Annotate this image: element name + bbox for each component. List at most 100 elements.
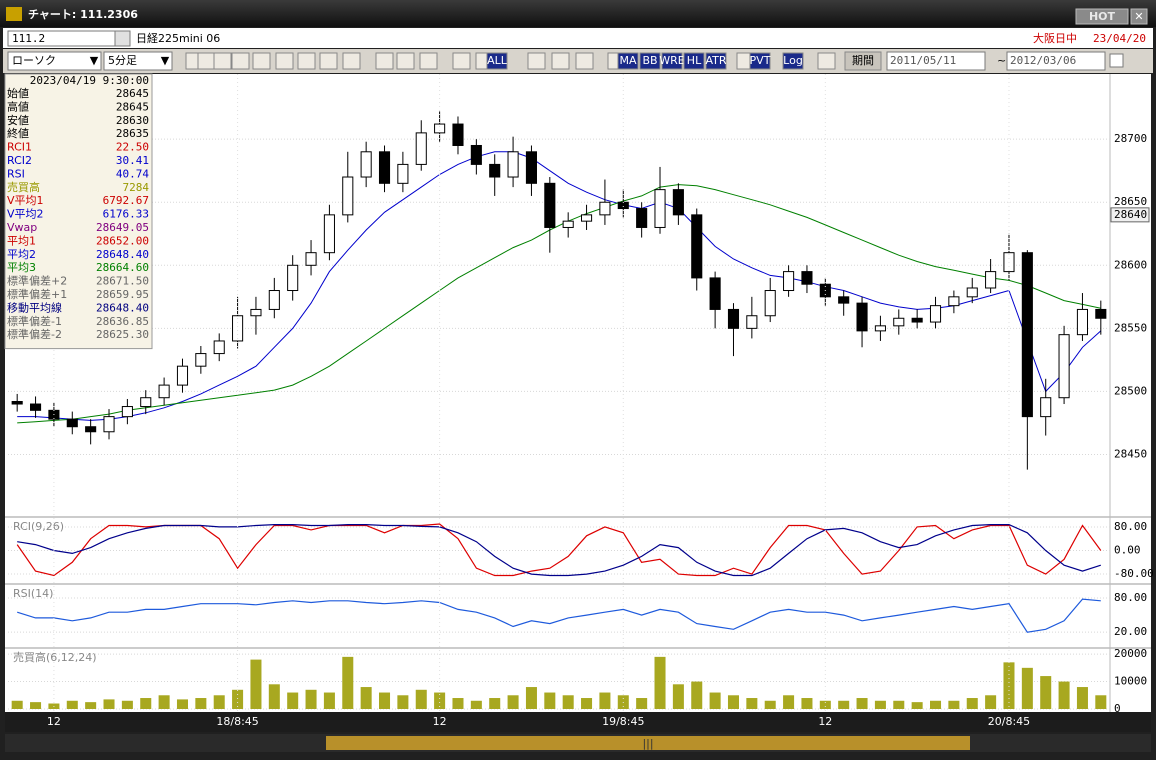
volume-bar bbox=[672, 684, 684, 709]
info-value: 28645 bbox=[116, 87, 149, 100]
close-icon[interactable]: ✕ bbox=[1134, 10, 1143, 23]
info-label: Vwap bbox=[7, 221, 37, 234]
tool-button[interactable] bbox=[782, 52, 804, 70]
candle-body bbox=[434, 123, 446, 134]
volume-bar bbox=[1003, 662, 1015, 709]
interval-arrow[interactable]: ▼ bbox=[161, 54, 170, 67]
tool-button[interactable] bbox=[617, 52, 639, 70]
candle-body bbox=[305, 252, 317, 266]
period-label[interactable]: 期間 bbox=[852, 54, 874, 67]
tool-button[interactable] bbox=[486, 52, 508, 70]
tool-icon[interactable] bbox=[342, 52, 361, 70]
candle-body bbox=[195, 353, 207, 367]
scroll-thumb[interactable] bbox=[326, 736, 970, 750]
tool-icon[interactable] bbox=[252, 52, 271, 70]
tool-icon[interactable] bbox=[275, 52, 294, 70]
tool-icon[interactable] bbox=[375, 52, 394, 70]
tool-icon[interactable] bbox=[197, 52, 216, 70]
volume-bar bbox=[323, 692, 335, 709]
interval-select[interactable] bbox=[103, 51, 173, 71]
session-label: 大阪日中 bbox=[1033, 31, 1077, 45]
candle-body bbox=[250, 308, 262, 317]
from-date[interactable] bbox=[886, 51, 986, 71]
y-tick-label: 20.00 bbox=[1114, 625, 1147, 638]
tool-button-label[interactable]: MA bbox=[619, 54, 636, 67]
info-value: 28635 bbox=[116, 127, 149, 140]
tool-button[interactable] bbox=[749, 52, 771, 70]
tool-icon[interactable] bbox=[297, 52, 316, 70]
volume-bar bbox=[636, 698, 648, 709]
candle-body bbox=[176, 365, 189, 386]
tool-icon[interactable] bbox=[396, 52, 415, 70]
volume-bar bbox=[470, 700, 482, 709]
volume-bar bbox=[783, 695, 795, 709]
tool-button[interactable] bbox=[705, 52, 727, 70]
info-label: 標準偏差+1 bbox=[7, 287, 67, 301]
checkbox[interactable] bbox=[1109, 53, 1124, 68]
volume-bar bbox=[1076, 687, 1088, 709]
volume-bar bbox=[966, 698, 978, 709]
tool-icon[interactable] bbox=[527, 52, 546, 70]
tool-button-label[interactable]: ATR bbox=[705, 54, 726, 67]
candle-body bbox=[287, 264, 299, 292]
volume-bar bbox=[764, 700, 776, 709]
hot-button[interactable] bbox=[1075, 8, 1129, 25]
candle-body bbox=[66, 418, 78, 428]
volume-bar bbox=[176, 699, 188, 709]
tool-button-label[interactable]: ALL bbox=[487, 54, 508, 67]
tool-icon[interactable] bbox=[213, 52, 232, 70]
tool-button-label[interactable]: Log bbox=[783, 54, 803, 67]
panel-title: RCI(9,26) bbox=[13, 520, 64, 533]
tool-icon[interactable] bbox=[419, 52, 438, 70]
code-dropdown[interactable] bbox=[114, 30, 131, 47]
to-date-text[interactable]: 2012/03/06 bbox=[1010, 54, 1076, 67]
interval-text[interactable]: 5分足 bbox=[108, 54, 137, 67]
candle-body bbox=[525, 151, 538, 184]
tool-icon[interactable] bbox=[452, 52, 471, 70]
candle-body bbox=[103, 416, 115, 433]
close-button[interactable] bbox=[1130, 8, 1148, 25]
candle-body bbox=[158, 384, 170, 399]
period-button[interactable] bbox=[844, 51, 882, 71]
tool-button[interactable] bbox=[639, 52, 661, 70]
volume-bar bbox=[1058, 681, 1070, 709]
volume-bar bbox=[507, 695, 519, 709]
info-value: 30.41 bbox=[116, 154, 149, 167]
tool-button[interactable] bbox=[661, 52, 683, 70]
hot-label[interactable]: HOT bbox=[1089, 10, 1116, 23]
tool-icon[interactable] bbox=[231, 52, 250, 70]
info-value: 28636.85 bbox=[96, 315, 149, 328]
tool-button-label[interactable]: HL bbox=[687, 54, 702, 67]
volume-bar bbox=[415, 689, 427, 709]
candle-body bbox=[29, 403, 42, 411]
style-arrow[interactable]: ▼ bbox=[90, 54, 99, 67]
candle-body bbox=[544, 182, 556, 228]
info-label: 安値 bbox=[7, 113, 29, 127]
volume-bar bbox=[140, 698, 152, 709]
style-text[interactable]: ローソク bbox=[12, 54, 56, 67]
info-value: 28659.95 bbox=[96, 288, 149, 301]
info-label: RCI2 bbox=[7, 154, 32, 167]
tool-icon[interactable] bbox=[551, 52, 570, 70]
tool-icon[interactable] bbox=[575, 52, 594, 70]
candle-body bbox=[452, 123, 464, 146]
tool-button[interactable] bbox=[683, 52, 705, 70]
date-label: 23/04/20 bbox=[1093, 32, 1146, 45]
volume-bar bbox=[544, 692, 556, 709]
to-date[interactable] bbox=[1006, 51, 1106, 71]
code-text[interactable]: 111.2 bbox=[12, 32, 45, 45]
panel-title: RSI(14) bbox=[13, 587, 53, 600]
tool-button-label[interactable]: PVT bbox=[750, 54, 771, 67]
volume-bar bbox=[232, 689, 244, 709]
tool-icon[interactable] bbox=[319, 52, 338, 70]
volume-bar bbox=[691, 681, 703, 709]
info-value: 28630 bbox=[116, 114, 149, 127]
from-date-text[interactable]: 2011/05/11 bbox=[890, 54, 956, 67]
tool-button-label[interactable]: BB bbox=[642, 54, 657, 67]
tool-icon[interactable] bbox=[817, 52, 836, 70]
candle-body bbox=[360, 151, 372, 178]
style-select[interactable] bbox=[7, 51, 102, 71]
scroll-grip[interactable]: ||| bbox=[642, 737, 653, 750]
tool-button-label[interactable]: WRE bbox=[659, 54, 685, 67]
